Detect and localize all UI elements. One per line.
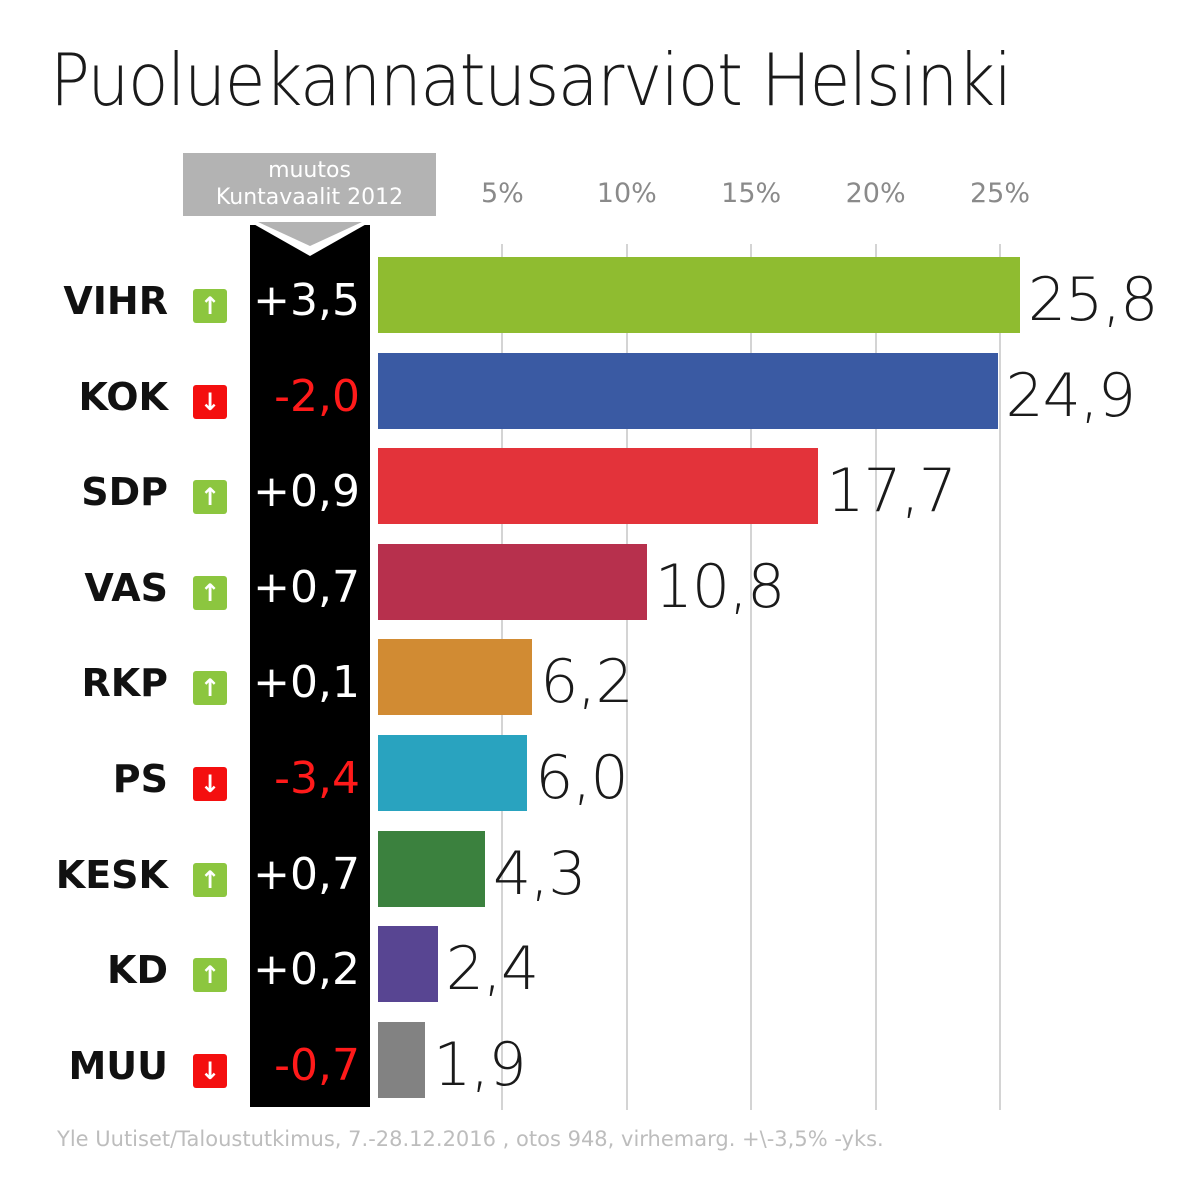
party-label: MUU xyxy=(68,1043,168,1088)
table-row: SDP ↑ +0,9 17,7 xyxy=(0,448,1198,544)
table-row: RKP ↑ +0,1 6,2 xyxy=(0,639,1198,735)
party-label: RKP xyxy=(81,661,168,706)
bar-value-label: 6,2 xyxy=(540,647,633,718)
bar xyxy=(378,257,1020,333)
bar-value-label: 1,9 xyxy=(433,1029,526,1100)
bar-value-label: 10,8 xyxy=(654,551,786,622)
change-value: +0,1 xyxy=(253,657,360,709)
party-label: PS xyxy=(112,757,168,801)
change-value: -3,4 xyxy=(274,753,360,804)
table-row: PS ↓ -3,4 6,0 xyxy=(0,735,1198,831)
party-label: KD xyxy=(107,948,168,993)
party-label: VIHR xyxy=(63,279,168,323)
table-row: KD ↑ +0,2 2,4 xyxy=(0,926,1198,1022)
gridline xyxy=(874,244,877,1110)
gridline xyxy=(999,244,1001,1110)
change-value: +3,5 xyxy=(253,275,360,326)
arrow-up-icon: ↑ xyxy=(193,480,227,515)
change-header-line1: muutos xyxy=(268,158,351,183)
bar-value-label: 2,4 xyxy=(445,934,539,1005)
header-pointer xyxy=(250,222,370,256)
arrow-down-icon: ↓ xyxy=(193,384,227,419)
bar xyxy=(378,352,998,429)
bar-value-label: 25,8 xyxy=(1027,265,1159,335)
bar-value-label: 4,3 xyxy=(492,838,586,909)
bar-value-label: 17,7 xyxy=(826,456,957,527)
arrow-up-icon: ↑ xyxy=(193,958,227,993)
table-row: VIHR ↑ +3,5 25,8 xyxy=(0,257,1198,353)
change-header-line2: Kuntavaalit 2012 xyxy=(215,185,404,210)
bar-value-label: 24,9 xyxy=(1005,360,1137,431)
arrow-up-icon: ↑ xyxy=(193,671,227,706)
bar xyxy=(378,830,485,907)
party-label: KOK xyxy=(78,374,169,419)
party-label: VAS xyxy=(84,565,168,610)
chart-title: Puoluekannatusarviot Helsinki xyxy=(50,38,1012,122)
gridline xyxy=(750,244,753,1110)
change-value: -2,0 xyxy=(274,370,360,422)
x-tick-label: 5% xyxy=(480,178,524,209)
arrow-up-icon: ↑ xyxy=(193,289,227,323)
arrow-down-icon: ↓ xyxy=(193,1053,227,1088)
change-value: +0,9 xyxy=(253,466,360,518)
x-tick-label: 20% xyxy=(845,178,906,209)
table-row: MUU ↓ -0,7 1,9 xyxy=(0,1021,1198,1118)
x-tick-label: 25% xyxy=(969,178,1031,209)
table-row: KESK ↑ +0,7 4,3 xyxy=(0,830,1198,927)
bar xyxy=(378,639,533,716)
arrow-up-icon: ↑ xyxy=(193,575,227,610)
change-value: +0,2 xyxy=(253,944,360,996)
change-value: +0,7 xyxy=(253,848,360,900)
bar xyxy=(378,926,438,1003)
gridline xyxy=(625,244,628,1110)
table-row: KOK ↓ -2,0 24,9 xyxy=(0,352,1198,449)
change-value: +0,7 xyxy=(253,561,360,613)
x-tick-label: 15% xyxy=(721,178,782,209)
bar xyxy=(378,735,528,811)
x-tick-label: 10% xyxy=(596,178,657,209)
change-value: -0,7 xyxy=(274,1039,360,1091)
change-column xyxy=(250,225,370,1107)
party-label: SDP xyxy=(81,470,168,515)
source-footer: Yle Uutiset/Taloustutkimus, 7.-28.12.201… xyxy=(57,1127,884,1151)
bar-value-label: 6,0 xyxy=(535,743,628,813)
bar xyxy=(378,448,819,525)
arrow-up-icon: ↑ xyxy=(193,862,227,897)
change-header: muutos Kuntavaalit 2012 xyxy=(183,153,436,216)
arrow-down-icon: ↓ xyxy=(193,767,227,801)
party-label: KESK xyxy=(55,852,168,897)
table-row: VAS ↑ +0,7 10,8 xyxy=(0,543,1198,640)
bar xyxy=(378,543,647,620)
bar xyxy=(378,1021,426,1098)
